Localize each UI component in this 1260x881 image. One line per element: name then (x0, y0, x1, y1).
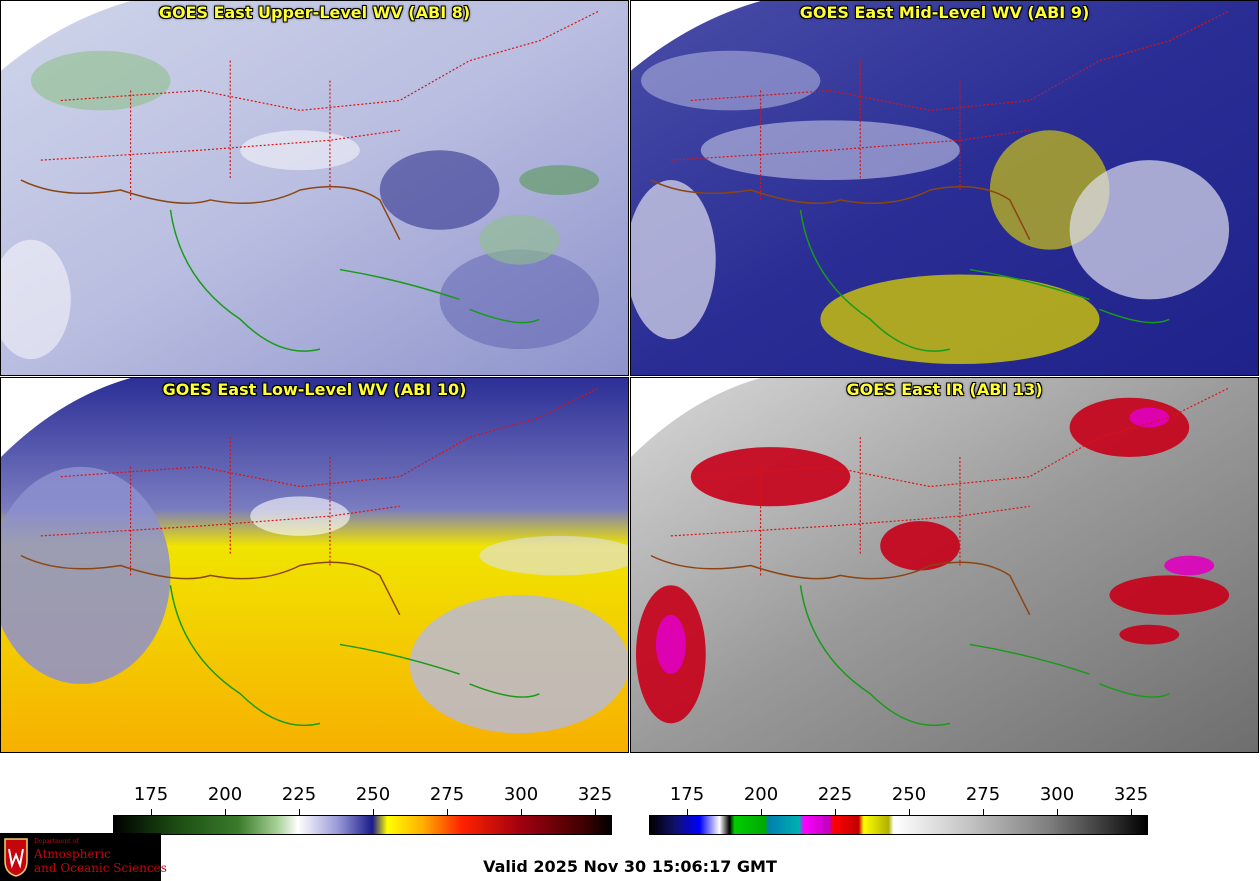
ir-tick-label: 325 (1113, 784, 1149, 805)
logo-line-2: Atmospheric (34, 847, 111, 861)
panel-title: GOES East IR (ABI 13) (846, 380, 1043, 399)
uw-crest-icon (4, 838, 28, 877)
ir-tick-mark (835, 809, 836, 815)
ir-tick-label: 225 (817, 784, 853, 805)
wv-tick-mark (151, 809, 152, 815)
ir-tick-mark (687, 809, 688, 815)
wv-tick-label: 175 (133, 784, 169, 805)
ir-image (631, 378, 1258, 752)
ir-tick-mark (1057, 809, 1058, 815)
panel-low-level-wv: GOES East Low-Level WV (ABI 10) (0, 377, 629, 753)
wv-tick-mark (299, 809, 300, 815)
mid-level-wv-image (631, 1, 1258, 375)
wv-tick-label: 325 (577, 784, 613, 805)
wv-tick-mark (225, 809, 226, 815)
wv-tick-label: 225 (281, 784, 317, 805)
ir-colorbar (649, 815, 1148, 835)
ir-tick-mark (1131, 809, 1132, 815)
panel-title: GOES East Mid-Level WV (ABI 9) (799, 3, 1090, 22)
wv-tick-label: 300 (503, 784, 539, 805)
wv-tick-label: 275 (429, 784, 465, 805)
ir-tick-label: 175 (669, 784, 705, 805)
logo-line-1: Department of (34, 838, 79, 845)
panel-title: GOES East Low-Level WV (ABI 10) (162, 380, 467, 399)
ir-tick-label: 200 (743, 784, 779, 805)
wv-tick-mark (373, 809, 374, 815)
wv-colorbar-ticks: 175 200 225 250 275 300 325 (0, 784, 630, 806)
valid-time: Valid 2025 Nov 30 15:06:17 GMT (483, 857, 777, 876)
wv-tick-mark (521, 809, 522, 815)
low-level-wv-image (1, 378, 628, 752)
ir-colorbar-ticks: 175 200 225 250 275 300 325 (630, 784, 1260, 806)
panel-ir: GOES East IR (ABI 13) (630, 377, 1259, 753)
aos-logo: Department of Atmospheric and Oceanic Sc… (0, 833, 167, 881)
ir-tick-label: 275 (965, 784, 1001, 805)
wv-colorbar (113, 815, 612, 835)
panel-upper-level-wv: GOES East Upper-Level WV (ABI 8) (0, 0, 629, 376)
wv-tick-mark (447, 809, 448, 815)
ir-tick-mark (909, 809, 910, 815)
panel-title: GOES East Upper-Level WV (ABI 8) (158, 3, 471, 22)
ir-tick-mark (761, 809, 762, 815)
logo-line-3: and Oceanic Sciences (34, 861, 167, 875)
wv-tick-label: 250 (355, 784, 391, 805)
ir-tick-label: 250 (891, 784, 927, 805)
wv-tick-mark (595, 809, 596, 815)
ir-tick-label: 300 (1039, 784, 1075, 805)
wv-tick-label: 200 (207, 784, 243, 805)
upper-level-wv-image (1, 1, 628, 375)
panel-mid-level-wv: GOES East Mid-Level WV (ABI 9) (630, 0, 1259, 376)
ir-tick-mark (983, 809, 984, 815)
